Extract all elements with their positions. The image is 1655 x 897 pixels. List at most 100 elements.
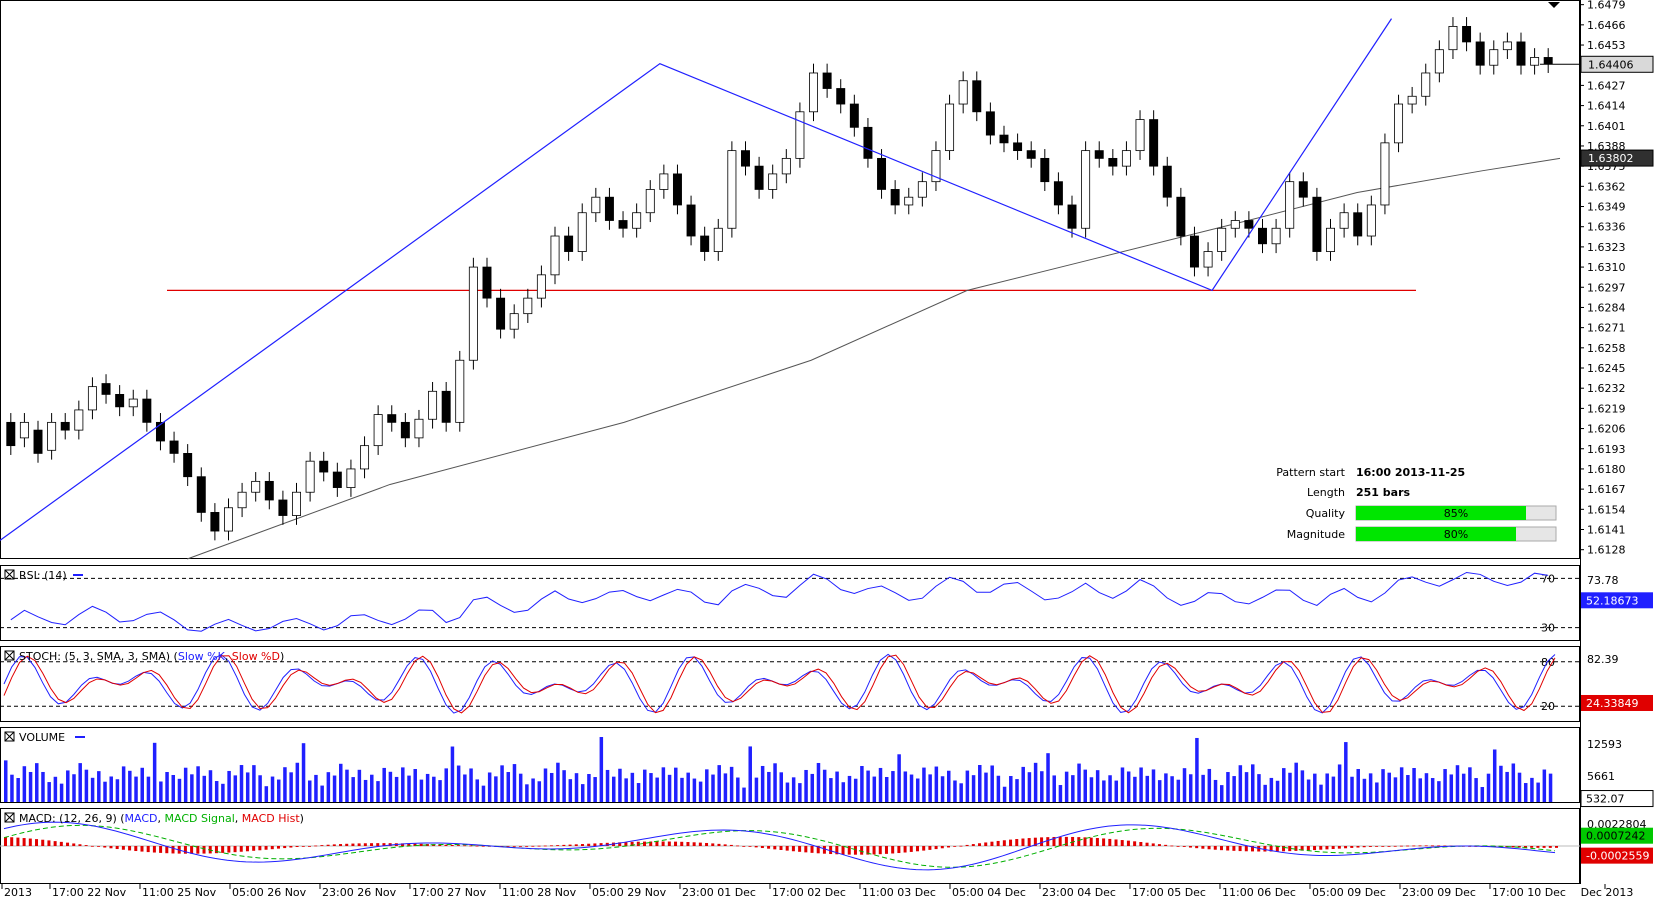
price-tick-label: 1.6453 [1587, 39, 1626, 52]
volume-bar [233, 775, 238, 802]
macd-label-prefix: MACD: (12, 26, 9) [19, 812, 117, 825]
rsi-top-tick: 73.78 [1587, 574, 1619, 587]
candle-body [1366, 204, 1376, 237]
macd-hist-bar [624, 842, 628, 846]
macd-hist-bar [1555, 846, 1558, 848]
macd-hist-bar [1133, 841, 1137, 846]
candle-body [33, 429, 43, 454]
candle-body [1121, 150, 1131, 167]
volume-bar [289, 772, 293, 802]
volume-bar [245, 772, 250, 802]
volume-bar [339, 763, 343, 802]
macd-close-icon[interactable] [4, 812, 15, 823]
macd-hist-bar [1114, 839, 1118, 846]
macd-hist-bar [984, 842, 988, 846]
volume-bar [742, 787, 746, 802]
volume-tick-label: 12593 [1587, 738, 1622, 751]
macd-hist-bar [165, 846, 169, 854]
x-tick-label: 17:00 27 Nov [412, 886, 487, 897]
volume-bar [1021, 766, 1025, 802]
volume-bar [543, 768, 548, 802]
macd-hist-bar [922, 846, 926, 851]
macd-hist-bar [587, 843, 591, 846]
macd-hist-bar [1145, 842, 1149, 846]
candle-body [264, 480, 274, 501]
price-tick-label: 1.6479 [1587, 0, 1626, 12]
magnitude-bar-fill [1356, 527, 1516, 541]
macd-hist-bar [66, 842, 70, 846]
volume-bar [109, 776, 113, 802]
candle-body [632, 212, 642, 229]
macd-value-label-1: 0.0007242 [1586, 830, 1646, 843]
macd-hist-bar [140, 846, 144, 852]
volume-bar [1511, 763, 1516, 802]
macd-hist-bar [791, 846, 795, 852]
macd-hist-bar [97, 846, 101, 847]
volume-bar [1461, 773, 1466, 802]
macd-hist-bar [1362, 846, 1366, 848]
volume-bar [1505, 771, 1509, 802]
macd-hist-bar [22, 838, 26, 846]
macd-hist-bar [978, 843, 982, 846]
volume-bar [1350, 776, 1354, 802]
candle-body [278, 499, 288, 516]
volume-bar [1517, 772, 1522, 802]
candle-body [564, 235, 574, 252]
macd-hist-bar [463, 845, 467, 847]
volume-bar [345, 769, 349, 802]
x-tick-label: 23:00 09 Dec [1402, 886, 1476, 897]
volume-bar [940, 776, 945, 802]
macd-hist-bar [767, 846, 771, 849]
candle-body [1434, 49, 1444, 74]
scroll-down-arrow-icon[interactable] [1548, 2, 1560, 8]
candle-body [387, 414, 397, 423]
candle-body [1094, 150, 1104, 159]
macd-hist-bar [159, 846, 163, 853]
macd-hist-bar [1337, 846, 1341, 849]
volume-bar [1251, 764, 1255, 802]
candle-body [645, 189, 655, 214]
volume-bar [1002, 786, 1007, 802]
macd-hist-bar [1275, 846, 1279, 852]
candle-body [319, 460, 329, 473]
macd-hist-bar [10, 837, 14, 846]
volume-bar [798, 783, 802, 802]
volume-bar [469, 768, 473, 802]
candle-body [985, 111, 995, 136]
volume-bar [1232, 776, 1236, 802]
macd-hist-bar [1244, 846, 1248, 852]
stoch-value-label: 24.33849 [1586, 697, 1639, 710]
volume-bar [326, 772, 331, 802]
macd-hist-bar [109, 846, 113, 849]
macd-hist-bar [798, 846, 802, 852]
macd-hist-bar [1536, 846, 1540, 848]
macd-hist-bar [810, 846, 814, 853]
volume-bar [909, 774, 914, 802]
candle-body [972, 80, 982, 113]
volume-bar [270, 776, 275, 802]
candle-body [931, 150, 941, 183]
stoch-title: STOCH: (5, 3, SMA, 3, SMA) (Slow %K, Slo… [4, 650, 284, 663]
stoch-close-icon[interactable] [4, 650, 15, 661]
rsi-close-icon[interactable] [4, 569, 15, 580]
volume-title: VOLUME [4, 731, 85, 744]
volume-bar [1263, 784, 1267, 802]
volume-bar [252, 765, 256, 802]
x-tick-label: 05:00 26 Nov [232, 886, 307, 897]
candle-body [781, 157, 791, 175]
volume-close-icon[interactable] [4, 731, 15, 742]
macd-hist-bar [59, 841, 63, 846]
price-tick-label: 1.6310 [1587, 261, 1626, 274]
macd-hist-bar [1071, 836, 1075, 846]
volume-bar [953, 780, 957, 802]
candle-body [713, 227, 723, 252]
pattern-start-value: 16:00 2013-11-25 [1356, 466, 1465, 479]
macd-hist-bar [376, 843, 380, 846]
volume-bar [636, 783, 641, 802]
volume-bar [897, 754, 901, 802]
volume-bar [1337, 764, 1342, 802]
rsi-line [10, 571, 1549, 632]
x-tick-label: Dec 2013 [1581, 886, 1634, 897]
candle-body [87, 386, 97, 411]
macd-hist-bar [562, 844, 566, 846]
